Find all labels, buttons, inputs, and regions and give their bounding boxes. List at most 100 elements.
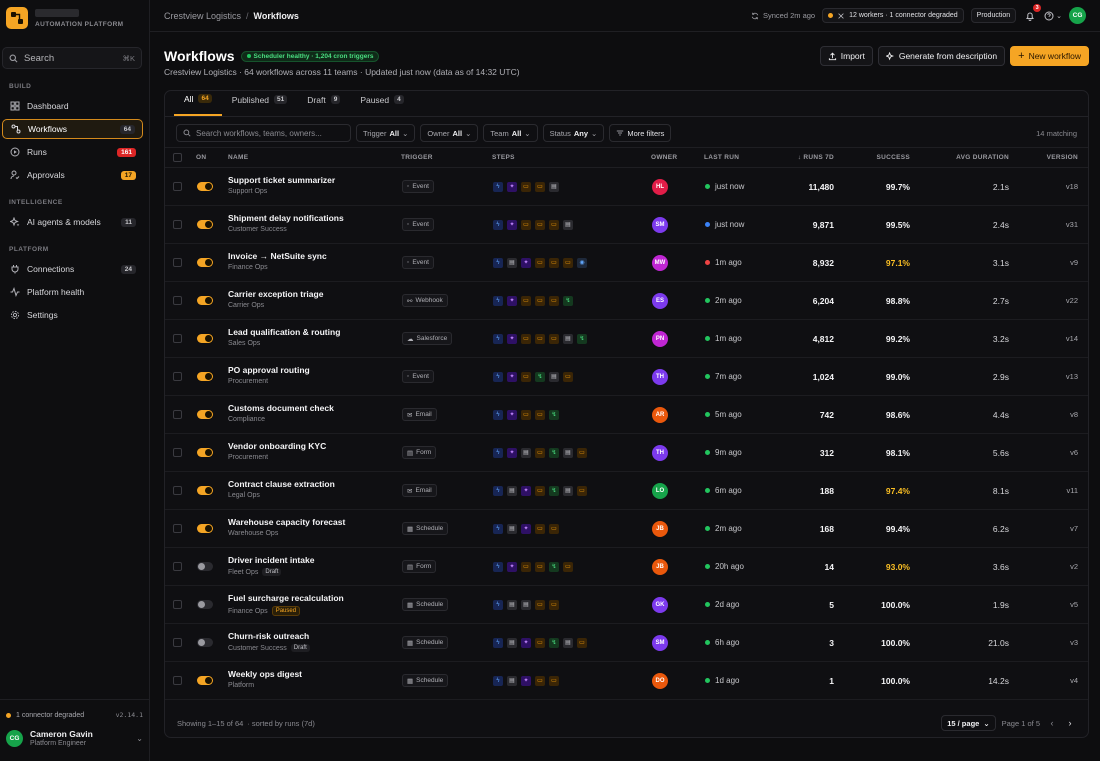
workflow-name-cell[interactable]: Warehouse capacity forecast Warehouse Op…: [228, 517, 345, 537]
row-checkbox[interactable]: [173, 638, 182, 647]
col-success[interactable]: SUCCESS: [876, 154, 910, 161]
enabled-toggle[interactable]: [197, 524, 213, 533]
generate-button[interactable]: Generate from description: [877, 46, 1006, 66]
row-checkbox[interactable]: [173, 182, 182, 191]
enabled-toggle[interactable]: [197, 562, 213, 571]
enabled-toggle[interactable]: [197, 220, 213, 229]
table-row[interactable]: Contract clause extraction Legal Ops ✉ Em…: [165, 472, 1088, 510]
table-row[interactable]: PO approval routing Procurement ◦ Event ϟ…: [165, 358, 1088, 396]
table-row[interactable]: Lead qualification & routing Sales Ops ☁…: [165, 320, 1088, 358]
owner-avatar[interactable]: SM: [652, 216, 668, 233]
col-runs[interactable]: ↓ RUNS 7D: [798, 154, 834, 161]
row-checkbox[interactable]: [173, 676, 182, 685]
enabled-toggle[interactable]: [197, 182, 213, 191]
team-filter[interactable]: Team All ⌄: [483, 124, 538, 142]
enabled-toggle[interactable]: [197, 296, 213, 305]
workflow-name-cell[interactable]: Weekly ops digest Platform: [228, 669, 302, 689]
workflow-name-cell[interactable]: Invoice → NetSuite sync Finance Ops: [228, 251, 327, 271]
owner-avatar[interactable]: PN: [652, 330, 668, 347]
col-trigger[interactable]: TRIGGER: [401, 154, 433, 161]
table-row[interactable]: Driver incident intake Fleet Ops Draft ▤ F…: [165, 548, 1088, 586]
owner-avatar[interactable]: JB: [652, 520, 668, 537]
workflow-search-input[interactable]: Search workflows, teams, owners...: [176, 124, 351, 142]
row-checkbox[interactable]: [173, 258, 182, 267]
enabled-toggle[interactable]: [197, 638, 213, 647]
environment-selector[interactable]: Production: [970, 8, 1017, 23]
sidebar-item-runs[interactable]: Runs 161: [2, 142, 143, 162]
per-page-select[interactable]: 15 / page ⌄: [941, 715, 996, 731]
select-all-checkbox[interactable]: [173, 153, 182, 162]
sidebar-item-approvals[interactable]: Approvals 17: [2, 165, 143, 185]
trigger-filter[interactable]: Trigger All ⌄: [356, 124, 416, 142]
row-checkbox[interactable]: [173, 600, 182, 609]
workflow-name-cell[interactable]: Shipment delay notifications Customer Su…: [228, 213, 344, 233]
workflow-name-cell[interactable]: Contract clause extraction Legal Ops: [228, 479, 335, 499]
sidebar-item-settings[interactable]: Settings: [2, 305, 143, 325]
import-button[interactable]: Import: [819, 46, 873, 66]
tab-published[interactable]: Published 51: [222, 90, 298, 116]
col-version[interactable]: VERSION: [1046, 154, 1078, 161]
connector-status[interactable]: 1 connector degraded v2.14.1: [0, 711, 149, 719]
col-last-run[interactable]: LAST RUN: [704, 154, 740, 161]
owner-avatar[interactable]: HL: [652, 178, 668, 195]
status-filter[interactable]: Status Any ⌄: [542, 124, 605, 142]
table-row[interactable]: Support ticket summarizer Support Ops ◦ E…: [165, 168, 1088, 206]
owner-filter[interactable]: Owner All ⌄: [420, 124, 479, 142]
table-row[interactable]: Carrier exception triage Carrier Ops ⚯ We…: [165, 282, 1088, 320]
enabled-toggle[interactable]: [197, 486, 213, 495]
notifications-button[interactable]: 3: [1023, 3, 1042, 23]
col-name[interactable]: NAME: [228, 154, 249, 161]
workflow-name-cell[interactable]: Churn-risk outreach Customer Success Draf…: [228, 631, 310, 652]
row-checkbox[interactable]: [173, 524, 182, 533]
enabled-toggle[interactable]: [197, 410, 213, 419]
enabled-toggle[interactable]: [197, 334, 213, 343]
owner-avatar[interactable]: ES: [652, 292, 668, 309]
breadcrumb-org[interactable]: Crestview Logistics: [164, 10, 242, 21]
col-owner[interactable]: OWNER: [651, 154, 678, 161]
table-row[interactable]: Churn-risk outreach Customer Success Draf…: [165, 624, 1088, 662]
more-filters-button[interactable]: More filters: [609, 124, 672, 142]
workers-status-pill[interactable]: 12 workers · 1 connector degraded: [822, 8, 964, 23]
tab-paused[interactable]: Paused 4: [350, 90, 413, 116]
row-checkbox[interactable]: [173, 334, 182, 343]
row-checkbox[interactable]: [173, 448, 182, 457]
row-checkbox[interactable]: [173, 486, 182, 495]
workflow-name-cell[interactable]: Driver incident intake Fleet Ops Draft: [228, 555, 314, 576]
sidebar-item-platform-health[interactable]: Platform health: [2, 282, 143, 302]
user-menu[interactable]: CG Cameron Gavin Platform Engineer ⌄: [0, 729, 149, 747]
row-checkbox[interactable]: [173, 296, 182, 305]
prev-page-button[interactable]: ‹: [1050, 718, 1054, 728]
enabled-toggle[interactable]: [197, 448, 213, 457]
workflow-name-cell[interactable]: Carrier exception triage Carrier Ops: [228, 289, 323, 309]
enabled-toggle[interactable]: [197, 258, 213, 267]
owner-avatar[interactable]: AR: [652, 406, 668, 423]
next-page-button[interactable]: ›: [1068, 718, 1072, 728]
owner-avatar[interactable]: TH: [652, 444, 668, 461]
enabled-toggle[interactable]: [197, 372, 213, 381]
owner-avatar[interactable]: JB: [652, 558, 668, 575]
workflow-name-cell[interactable]: Lead qualification & routing Sales Ops: [228, 327, 340, 347]
brand[interactable]: AUTOMATION PLATFORM: [0, 0, 149, 36]
table-row[interactable]: Invoice → NetSuite sync Finance Ops ◦ Eve…: [165, 244, 1088, 282]
table-row[interactable]: Vendor onboarding KYC Procurement ▤ Form …: [165, 434, 1088, 472]
workflow-name-cell[interactable]: PO approval routing Procurement: [228, 365, 310, 385]
table-row[interactable]: Customs document check Compliance ✉ Email…: [165, 396, 1088, 434]
col-avg-duration[interactable]: AVG DURATION: [956, 154, 1009, 161]
sidebar-item-dashboard[interactable]: Dashboard: [2, 96, 143, 116]
owner-avatar[interactable]: LO: [652, 482, 668, 499]
row-checkbox[interactable]: [173, 220, 182, 229]
workflow-name-cell[interactable]: Fuel surcharge recalculation Finance Ops…: [228, 593, 344, 616]
enabled-toggle[interactable]: [197, 600, 213, 609]
sidebar-item-workflows[interactable]: Workflows 64: [2, 119, 143, 139]
workflow-name-cell[interactable]: Customs document check Compliance: [228, 403, 334, 423]
topbar-avatar[interactable]: CG: [1069, 7, 1086, 24]
enabled-toggle[interactable]: [197, 676, 213, 685]
workflow-name-cell[interactable]: Support ticket summarizer Support Ops: [228, 175, 335, 195]
tab-draft[interactable]: Draft 9: [297, 90, 350, 116]
owner-avatar[interactable]: MW: [652, 254, 668, 271]
owner-avatar[interactable]: DO: [652, 672, 668, 689]
owner-avatar[interactable]: TH: [652, 368, 668, 385]
tab-all[interactable]: All 64: [174, 90, 222, 116]
sidebar-item-connections[interactable]: Connections 24: [2, 259, 143, 279]
row-checkbox[interactable]: [173, 562, 182, 571]
